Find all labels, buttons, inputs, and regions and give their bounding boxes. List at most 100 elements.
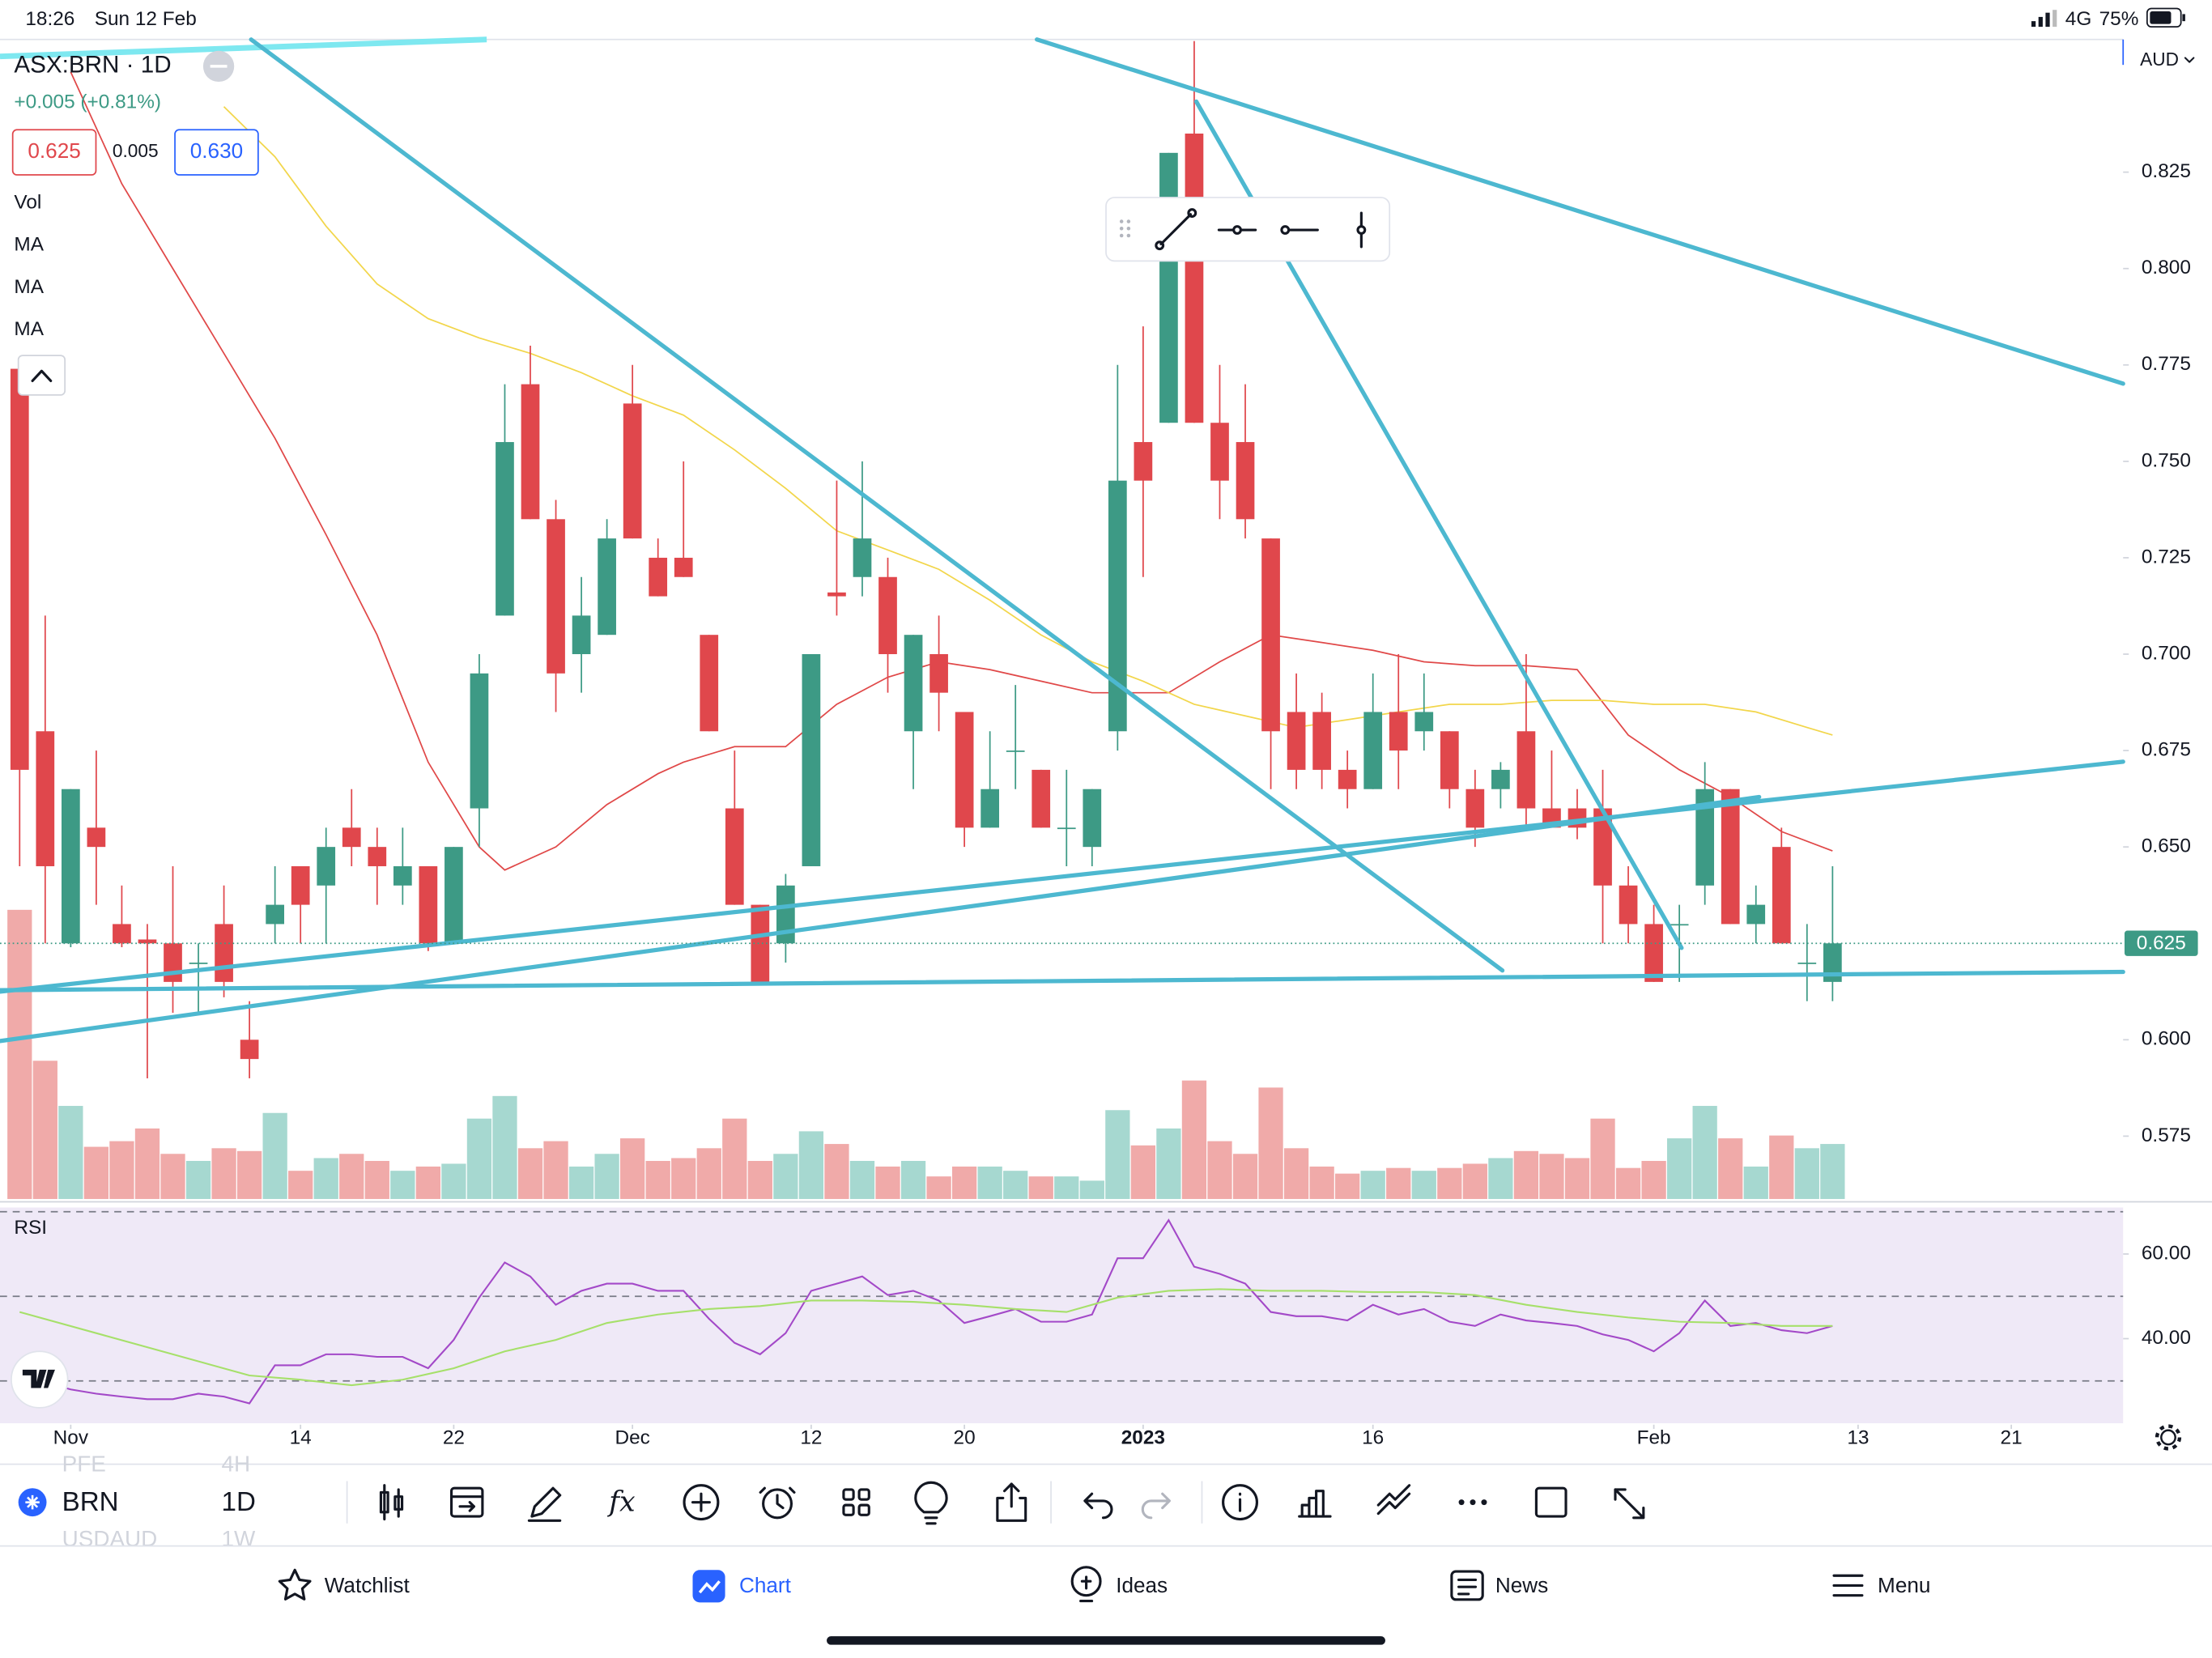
vertical-line-tool[interactable] [1356, 211, 1367, 249]
symbol-title[interactable]: ASX:BRN · 1D [14, 52, 171, 79]
y-tick-label: 0.800 [2142, 257, 2191, 278]
candle-body [266, 904, 284, 925]
toolbar-interval[interactable]: 1D [222, 1487, 256, 1517]
volume-bar [1641, 1160, 1666, 1200]
picker-faded: USDAUD [62, 1526, 158, 1551]
alert-button[interactable] [759, 1486, 796, 1520]
volume-bar [492, 1095, 517, 1200]
volume-bar [1411, 1171, 1436, 1200]
settings-gear[interactable] [2155, 1424, 2182, 1451]
trend-line[interactable] [249, 37, 1505, 973]
candle-body [1134, 442, 1153, 481]
redo-button[interactable] [1141, 1492, 1171, 1520]
volume-bar [109, 1141, 134, 1200]
candle-body [981, 789, 1000, 828]
compare-button[interactable] [449, 1486, 484, 1518]
volume-bar [1718, 1138, 1743, 1200]
sell-button[interactable] [11, 129, 97, 176]
volume-bar [1258, 1087, 1283, 1200]
more-button[interactable] [1458, 1499, 1487, 1506]
candle-body [87, 827, 106, 848]
horizontal-line-tool[interactable] [1217, 225, 1257, 235]
expand-button[interactable] [1614, 1488, 1645, 1520]
volume-bar [466, 1118, 492, 1200]
volume-bar [747, 1160, 772, 1200]
tab-ideas[interactable]: Ideas [1116, 1573, 1168, 1597]
buy-button[interactable] [174, 129, 259, 176]
picker-faded: PFE [62, 1452, 106, 1477]
candle-body [776, 885, 795, 944]
trading-button[interactable] [1376, 1484, 1411, 1516]
trend-line[interactable] [0, 794, 1762, 1044]
y-tick-label: 0.775 [2142, 353, 2191, 375]
trend-line[interactable] [0, 36, 487, 60]
last-price-tag [2124, 930, 2198, 956]
financials-button[interactable] [1298, 1490, 1332, 1518]
candle-body [1032, 769, 1051, 828]
trend-line[interactable] [0, 969, 2125, 993]
ideas-tab-icon [1070, 1566, 1102, 1603]
volume-bar [1437, 1167, 1462, 1200]
candle-body [955, 712, 974, 828]
candle-body [521, 384, 540, 520]
legend-ma[interactable]: MA [14, 276, 44, 298]
candle-body [649, 557, 668, 597]
tab-watchlist[interactable]: Watchlist [325, 1573, 410, 1597]
share-button[interactable] [996, 1482, 1027, 1522]
y-tick-label: 0.575 [2142, 1124, 2191, 1146]
trend-line-tool[interactable] [1155, 208, 1197, 251]
layout-button[interactable] [842, 1488, 870, 1516]
rsi-legend[interactable]: RSI [14, 1217, 47, 1239]
drag-handle[interactable] [1119, 219, 1131, 238]
chart-type-button[interactable] [379, 1484, 404, 1521]
price-pane [0, 38, 2125, 66]
x-tick-label: 22 [443, 1427, 465, 1449]
rsi-tick-label: 60.00 [2142, 1242, 2191, 1264]
volume-bar [824, 1144, 849, 1200]
trend-lines [0, 36, 2125, 1044]
add-button[interactable] [683, 1484, 720, 1521]
trend-line[interactable] [0, 759, 2125, 994]
candle-body [1210, 423, 1229, 481]
volume-bar [1539, 1154, 1564, 1200]
drawing-button[interactable] [527, 1486, 562, 1522]
candle-body [1772, 847, 1791, 944]
info-button[interactable] [1222, 1484, 1258, 1521]
tab-menu[interactable]: Menu [1878, 1573, 1930, 1597]
candle-body [1006, 750, 1025, 752]
collapse-legend-button[interactable] [17, 355, 66, 396]
y-tick-label: 0.700 [2142, 642, 2191, 664]
toolbar-symbol[interactable]: BRN [62, 1487, 119, 1517]
ideas-button[interactable] [914, 1481, 948, 1525]
fullscreen-box-button[interactable] [1534, 1486, 1568, 1518]
tab-chart[interactable]: Chart [739, 1573, 792, 1597]
volume-bar [1820, 1144, 1845, 1200]
candle-body [1516, 731, 1536, 809]
legend-ma[interactable]: MA [14, 234, 44, 256]
candle-body [317, 847, 336, 886]
status-time: 18:26 [25, 8, 74, 30]
tab-news[interactable]: News [1495, 1573, 1548, 1597]
candle-body [802, 654, 821, 866]
volume-bar [1513, 1150, 1539, 1200]
horizontal-ray-tool[interactable] [1280, 225, 1319, 235]
indicators-button[interactable]: fx [606, 1486, 636, 1518]
candle-body [1746, 904, 1766, 925]
candle-body [725, 808, 744, 905]
trend-line[interactable] [1035, 37, 2125, 386]
volume-bar [671, 1158, 696, 1200]
y-tick-label: 0.750 [2142, 449, 2191, 471]
currency[interactable]: AUD [2140, 49, 2179, 70]
candle-body [1083, 789, 1102, 848]
y-tick-label: 0.675 [2142, 739, 2191, 761]
legend-vol[interactable]: Vol [14, 191, 41, 213]
tv-logo[interactable] [11, 1350, 69, 1409]
picker-faded: 4H [222, 1452, 251, 1477]
drawing-toolbar [1105, 197, 1391, 262]
volume-bar [1615, 1167, 1641, 1200]
watchlist-icon [278, 1568, 312, 1601]
legend-ma[interactable]: MA [14, 318, 44, 340]
x-tick-label: 21 [2001, 1427, 2023, 1449]
undo-button[interactable] [1083, 1492, 1113, 1520]
y-tick-label: 0.825 [2142, 160, 2191, 182]
